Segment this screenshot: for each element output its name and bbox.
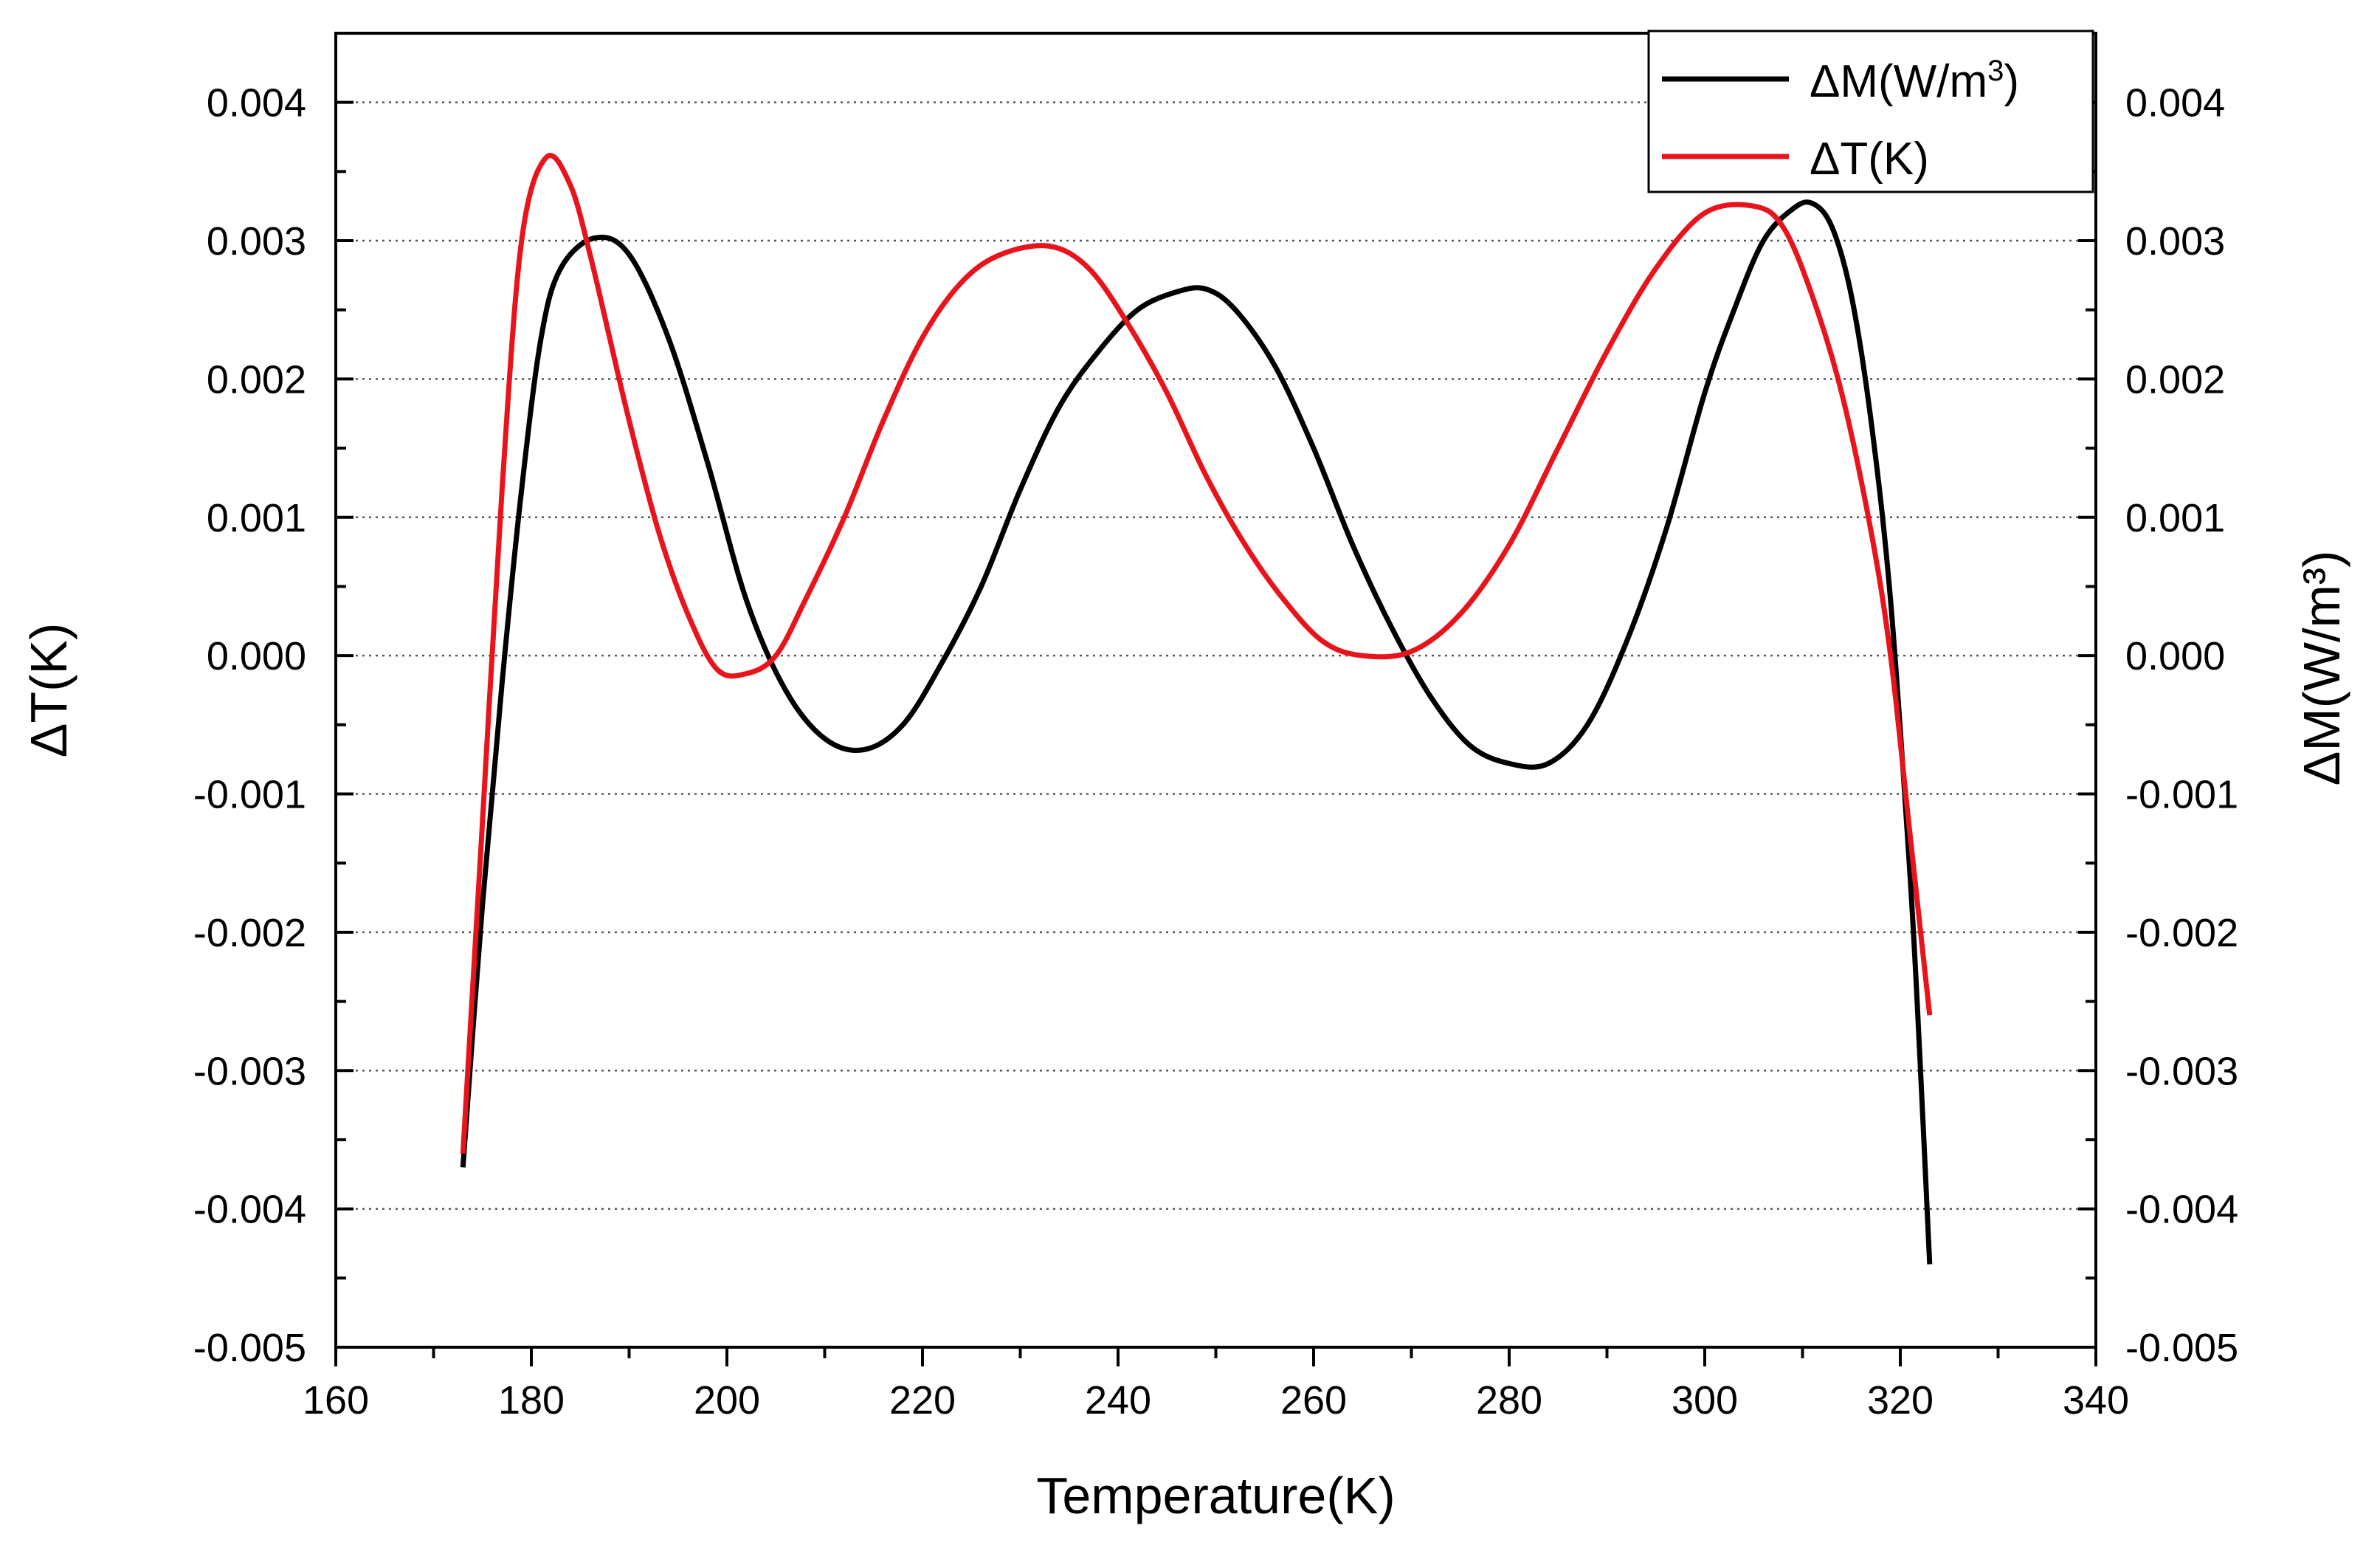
y-right-tick-label: -0.003 [2125, 1049, 2238, 1093]
y-right-tick-label: -0.005 [2125, 1326, 2238, 1370]
y-right-tick-label: -0.002 [2125, 911, 2238, 955]
y-left-tick-label: -0.004 [193, 1188, 306, 1232]
y-right-tick-label: 0.002 [2125, 357, 2225, 402]
x-tick-label: 300 [1672, 1378, 1738, 1423]
x-tick-label: 220 [889, 1378, 956, 1423]
x-axis-title: Temperature(K) [1036, 1467, 1395, 1524]
y-right-tick-label: 0.003 [2125, 219, 2225, 264]
x-tick-label: 320 [1867, 1378, 1934, 1423]
x-tick-label: 180 [498, 1378, 565, 1423]
y-left-tick-label: 0.002 [207, 357, 306, 402]
y-left-tick-label: -0.002 [193, 911, 306, 955]
y-left-tick-label: -0.001 [193, 773, 306, 817]
y-left-axis-title: ΔT(K) [20, 623, 77, 758]
y-right-tick-label: -0.001 [2125, 773, 2238, 817]
y-left-tick-label: 0.000 [207, 634, 306, 678]
x-tick-label: 260 [1280, 1378, 1347, 1423]
y-right-tick-label: -0.004 [2125, 1188, 2238, 1232]
series-line-delta-m [460, 199, 1933, 1265]
y-right-tick-label: 0.004 [2125, 81, 2225, 125]
y-left-tick-label: -0.005 [193, 1326, 306, 1370]
series-layer [460, 153, 1933, 1265]
legend-label-delta-t: ΔT(K) [1810, 134, 1929, 185]
legend: ΔM(W/m3) ΔT(K) [1647, 30, 2094, 193]
y-left-tick-label: 0.001 [207, 496, 306, 540]
series-line-delta-t [460, 153, 1933, 1154]
x-tick-label: 280 [1476, 1378, 1542, 1423]
tick-marks [334, 100, 2097, 1366]
y-left-tick-label: 0.004 [207, 81, 306, 125]
x-tick-label: 340 [2063, 1378, 2129, 1423]
legend-box [1647, 30, 2094, 193]
x-tick-labels: 160 180 200 220 240 260 280 300 320 340 [303, 1378, 2129, 1423]
y-right-tick-labels: -0.005 -0.004 -0.003 -0.002 -0.001 0.000 0.001… [2125, 81, 2238, 1370]
y-left-tick-labels: -0.005 -0.004 -0.003 -0.002 -0.001 0.000 0.001… [193, 81, 306, 1370]
x-tick-label: 240 [1085, 1378, 1151, 1423]
x-tick-label: 160 [303, 1378, 369, 1423]
y-left-tick-label: 0.003 [207, 219, 306, 264]
y-left-tick-label: -0.003 [193, 1049, 306, 1093]
y-right-axis-title: ΔM(W/m³) [2293, 551, 2350, 786]
y-right-tick-label: 0.001 [2125, 496, 2225, 540]
x-tick-label: 200 [694, 1378, 760, 1423]
y-right-tick-label: 0.000 [2125, 634, 2225, 678]
legend-label-delta-m: ΔM(W/m3) [1810, 55, 2019, 107]
